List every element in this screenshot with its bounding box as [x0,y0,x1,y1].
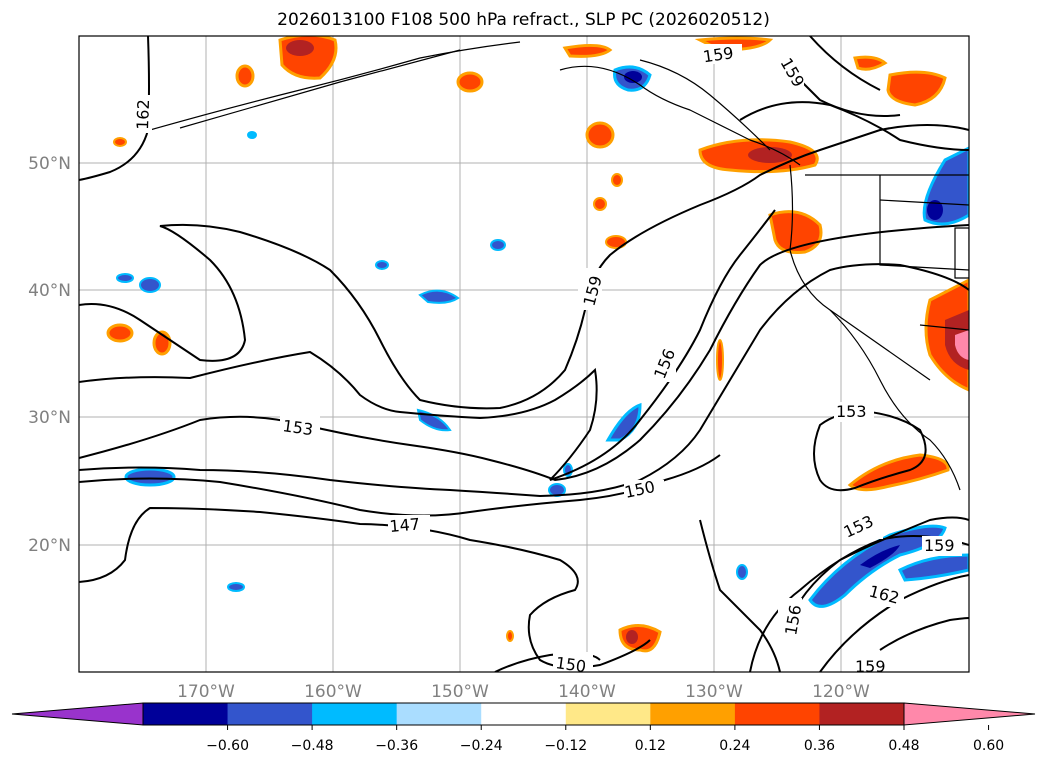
colorbar-tick-label: −0.36 [375,738,418,754]
lat-tick-label: 50°N [28,154,71,174]
lat-tick-label: 20°N [28,536,71,556]
lon-tick-label: 140°W [558,682,616,702]
colorbar-tick-label: −0.24 [460,738,503,754]
colorbar-min-extension [11,702,144,726]
contour-label: 147 [389,514,421,536]
colorbar: −0.60 −0.48 −0.36 −0.24 −0.12 0.12 0.24 0.36 0.4… [11,702,1036,754]
colorbar-cell [481,703,567,725]
lon-tick-label: 130°W [685,682,743,702]
map-title: 2026013100 F108 500 hPa refract., SLP PC… [277,10,770,30]
lat-tick-label: 40°N [28,281,71,301]
colorbar-cell [650,703,736,725]
lon-tick-label: 170°W [177,682,235,702]
colorbar-outline [142,702,905,726]
coastlines [149,41,969,491]
lat-tick-label: 30°N [28,408,71,428]
latitude-labels: 50°N 40°N 30°N 20°N [28,154,71,556]
colorbar-cell [143,703,229,725]
contour-labels: 162 159 159 159 156 153 153 150 147 150 … [130,43,962,676]
colorbar-cell [819,703,905,725]
colorbar-tick-label: 0.60 [973,738,1004,754]
contour-label: 159 [855,657,886,676]
map-frame [78,35,970,673]
colorbar-tick-label: 0.48 [888,738,919,754]
lon-tick-label: 150°W [431,682,489,702]
colorbar-tick-label: 0.36 [804,738,835,754]
contour-label: 159 [702,43,735,66]
contour-label: 150 [554,653,587,676]
lon-tick-label: 120°W [812,682,870,702]
colorbar-cell [565,703,651,725]
colorbar-cell [734,703,820,725]
colorbar-cell [227,703,313,725]
longitude-labels: 170°W 160°W 150°W 140°W 130°W 120°W [177,682,870,702]
colorbar-cell [396,703,482,725]
lon-tick-label: 160°W [304,682,362,702]
contour-label: 159 [924,536,955,555]
colorbar-tick-label: −0.12 [544,738,587,754]
colorbar-cell [312,703,398,725]
colorbar-tick-label: 0.24 [719,738,750,754]
map-background [79,36,969,672]
colorbar-max-extension [903,702,1036,726]
colorbar-tick-label: −0.60 [206,738,249,754]
contour-label: 153 [281,416,314,439]
colorbar-tick-label: 0.12 [635,738,666,754]
colorbar-tick-label: −0.48 [291,738,334,754]
contour-label: 153 [836,402,867,421]
negative-anomaly-areas [116,65,969,608]
contour-label: 162 [133,99,153,130]
